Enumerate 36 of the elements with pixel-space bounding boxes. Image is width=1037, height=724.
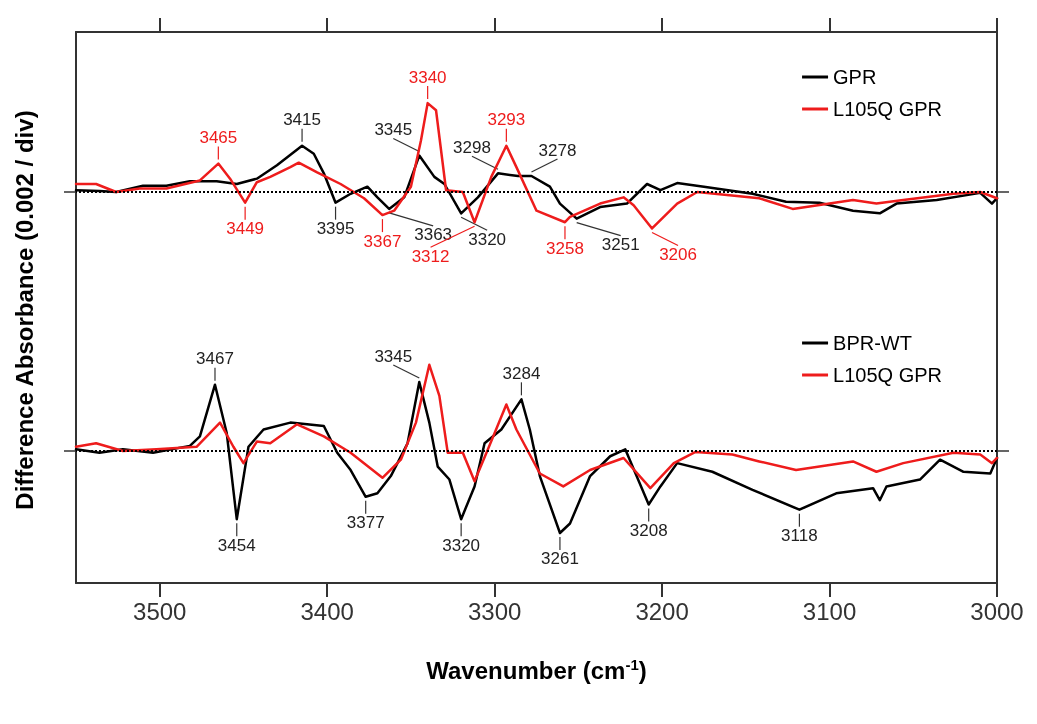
annotation: 3345 <box>374 346 413 366</box>
x-tick-label: 3300 <box>467 597 522 625</box>
annotation: 3298 <box>453 137 491 157</box>
annotation: 3118 <box>781 526 818 546</box>
annotation: 3320 <box>468 229 507 249</box>
annotation: 3206 <box>659 244 697 264</box>
annotation: 3395 <box>316 219 355 239</box>
annotation: 3251 <box>601 235 640 255</box>
annotation: 3449 <box>226 219 265 239</box>
annotation: 3261 <box>541 549 579 569</box>
x-tick-label: 3100 <box>802 597 857 625</box>
x-tick-label: 3400 <box>300 597 354 625</box>
x-tick-label: 3000 <box>970 597 1024 625</box>
annotation: 3367 <box>363 231 402 251</box>
x-tick-label: 3200 <box>635 597 689 625</box>
annotation: 3465 <box>199 128 238 148</box>
annotation: 3363 <box>414 225 453 245</box>
y-axis-title: Difference Absorbance (0.002 / div) <box>10 110 38 510</box>
legend-label: GPR <box>833 66 877 88</box>
annotation: 3258 <box>546 238 584 258</box>
legend-label: L105Q GPR <box>833 98 943 120</box>
annotation: 3293 <box>487 110 526 130</box>
annotation: 3454 <box>217 535 256 555</box>
annotation: 3377 <box>346 513 385 533</box>
annotation: 3208 <box>629 521 668 541</box>
x-tick-label: 3500 <box>133 597 187 625</box>
legend-label: BPR-WT <box>833 332 912 354</box>
annotation: 3467 <box>196 349 234 369</box>
annotation: 3284 <box>502 363 541 383</box>
annotation: 3312 <box>411 246 450 266</box>
annotation: 3320 <box>442 535 481 555</box>
annotation: 3340 <box>408 67 447 87</box>
annotation: 3415 <box>283 110 321 130</box>
annotation: 3345 <box>374 120 413 140</box>
annotation: 3278 <box>538 140 577 160</box>
legend-label: L105Q GPR <box>833 364 943 386</box>
